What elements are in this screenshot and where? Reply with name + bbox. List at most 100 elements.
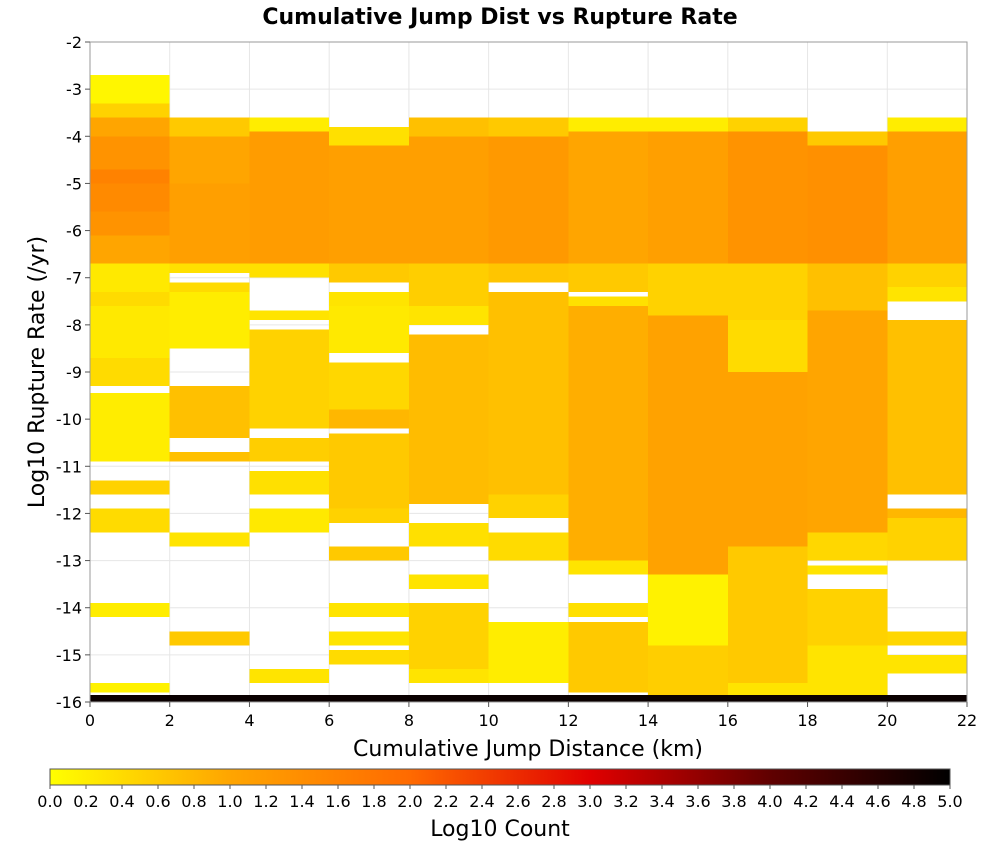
heatmap-cell xyxy=(408,334,489,504)
heatmap-cell xyxy=(807,588,888,646)
heatmap-cell xyxy=(169,452,250,462)
colorbar-tick-label: 4.2 xyxy=(793,792,818,811)
heatmap-cells xyxy=(90,75,967,702)
heatmap-cell xyxy=(408,694,489,702)
heatmap-cell xyxy=(488,263,569,283)
y-tick-label: -2 xyxy=(66,33,82,52)
heatmap-cell xyxy=(90,235,170,264)
heatmap-cell xyxy=(488,494,569,519)
heatmap-cell xyxy=(408,117,489,137)
heatmap-cell xyxy=(249,117,330,132)
heatmap-cell xyxy=(807,565,888,575)
chart-title: Cumulative Jump Dist vs Rupture Rate xyxy=(262,5,737,30)
heatmap-cell xyxy=(90,117,170,137)
heatmap-cell xyxy=(488,532,569,561)
colorbar-tick-label: 5.0 xyxy=(937,792,962,811)
heatmap-cell xyxy=(568,306,649,561)
heatmap-cell xyxy=(887,654,967,674)
heatmap-cell xyxy=(249,694,330,702)
colorbar-tick-label: 3.8 xyxy=(721,792,746,811)
heatmap-cell xyxy=(169,117,250,137)
heatmap-cell xyxy=(887,508,967,519)
heatmap-cell xyxy=(90,480,170,495)
heatmap-cell xyxy=(727,320,808,372)
heatmap-cell xyxy=(90,169,170,184)
x-tick-label: 16 xyxy=(718,711,738,730)
heatmap-cell xyxy=(568,694,649,702)
colorbar-tick-label: 3.0 xyxy=(577,792,602,811)
heatmap-cell xyxy=(408,263,489,306)
heatmap-cell xyxy=(727,683,808,698)
colorbar-label: Log10 Count xyxy=(430,817,570,842)
heatmap-cell xyxy=(887,131,967,264)
heatmap-cell xyxy=(887,263,967,288)
colorbar-tick-label: 1.4 xyxy=(289,792,314,811)
y-tick-label: -12 xyxy=(56,504,82,523)
heatmap-cell xyxy=(329,433,409,509)
heatmap-cell xyxy=(807,694,888,702)
heatmap-cell xyxy=(408,522,489,547)
colorbar xyxy=(49,768,951,786)
x-tick-label: 18 xyxy=(797,711,817,730)
x-axis-label: Cumulative Jump Distance (km) xyxy=(353,737,703,762)
heatmap-cell xyxy=(90,508,170,533)
colorbar-tick-label: 0.2 xyxy=(73,792,98,811)
heatmap-cell xyxy=(648,131,728,264)
heatmap-cell xyxy=(169,183,250,264)
heatmap-cell xyxy=(727,117,808,132)
colorbar-tick-label: 0.8 xyxy=(181,792,206,811)
heatmap-cell xyxy=(488,291,569,495)
x-tick-label: 12 xyxy=(558,711,578,730)
heatmap-cell xyxy=(90,291,170,306)
heatmap-cell xyxy=(408,574,489,589)
x-tick-label: 8 xyxy=(404,711,414,730)
x-tick-label: 10 xyxy=(478,711,498,730)
heatmap-cell xyxy=(648,315,728,575)
heatmap-cell xyxy=(90,211,170,236)
heatmap-cell xyxy=(329,603,409,618)
colorbar-tick-label: 2.0 xyxy=(397,792,422,811)
heatmap-cell xyxy=(648,694,728,702)
heatmap-cell xyxy=(249,471,330,495)
x-tick-label: 22 xyxy=(957,711,977,730)
heatmap-cell xyxy=(329,409,409,429)
x-tick-label: 6 xyxy=(324,711,334,730)
heatmap-cell xyxy=(329,694,409,702)
heatmap-cell xyxy=(249,263,330,278)
heatmap-cell xyxy=(807,263,888,311)
heatmap-cell xyxy=(90,103,170,118)
x-tick-label: 0 xyxy=(85,711,95,730)
y-axis-ticks: -2 -3 -4 -5 -6 -7 -8 -9 -10 -11 -12 -13 -14 -15 -16 xyxy=(56,33,90,712)
y-tick-label: -3 xyxy=(66,80,82,99)
y-tick-label: -15 xyxy=(56,646,82,665)
heatmap-cell xyxy=(90,683,170,693)
heatmap-cell xyxy=(408,306,489,325)
heatmap-cell xyxy=(329,546,409,561)
heatmap-cell xyxy=(249,310,330,321)
heatmap-cell xyxy=(807,310,888,533)
heatmap-cell xyxy=(408,136,489,264)
heatmap-cell xyxy=(169,532,250,547)
heatmap-cell xyxy=(727,372,808,547)
heatmap-cell xyxy=(727,546,808,575)
heatmap-cell xyxy=(249,329,330,429)
y-tick-label: -8 xyxy=(66,316,82,335)
heatmap-cell xyxy=(488,694,569,702)
heatmap-cell xyxy=(887,320,967,495)
heatmap-cell xyxy=(488,621,569,684)
heatmap-cell xyxy=(568,117,649,132)
heatmap-cell xyxy=(568,296,649,306)
heatmap-cell xyxy=(727,131,808,264)
heatmap-cell xyxy=(807,131,888,146)
heatmap-cell xyxy=(568,131,649,264)
heatmap-cell xyxy=(727,574,808,684)
colorbar-tick-label: 3.2 xyxy=(613,792,638,811)
heatmap-cell xyxy=(329,508,409,523)
heatmap-cell xyxy=(169,386,250,438)
colorbar-tick-label: 4.6 xyxy=(865,792,890,811)
y-tick-label: -5 xyxy=(66,174,82,193)
heatmap-cell xyxy=(329,126,409,146)
colorbar-ticks: 0.0 0.2 0.4 0.6 0.8 1.0 1.2 1.4 1.6 1.8 2.0 2.2 2.4 2… xyxy=(37,785,963,811)
heatmap-cell xyxy=(169,694,250,702)
